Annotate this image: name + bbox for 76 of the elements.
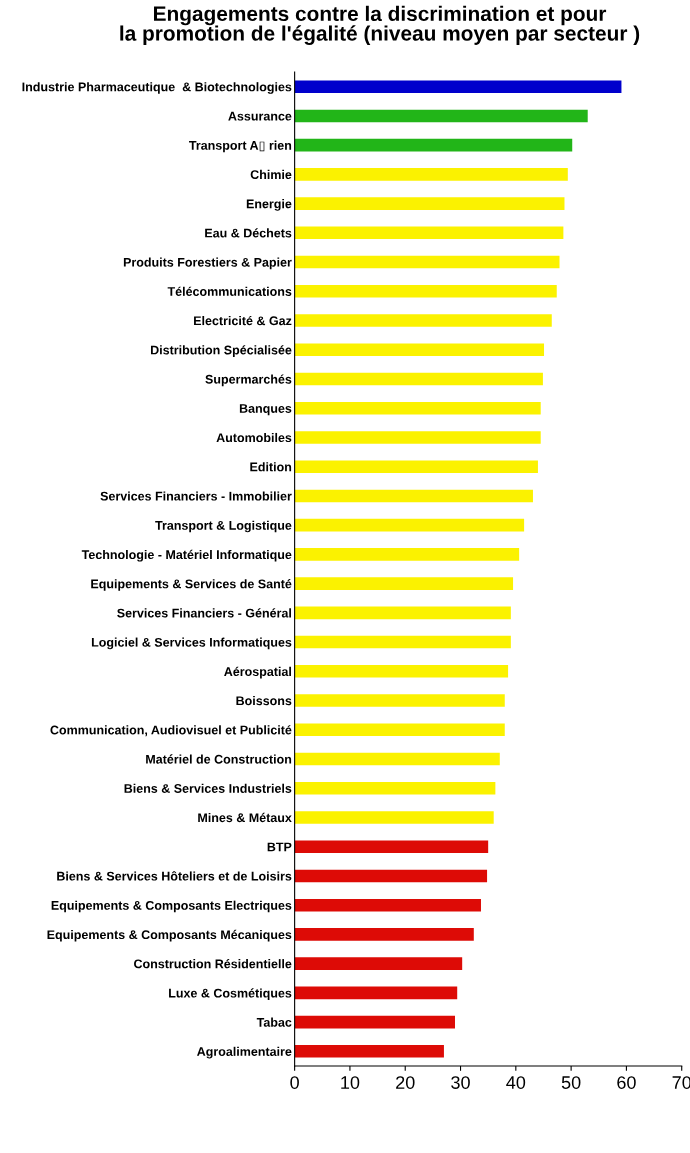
bar <box>294 197 565 210</box>
y-tick-label: Banques <box>239 404 292 416</box>
y-tick-label: Services Financiers - Général <box>117 608 291 618</box>
bar <box>294 109 588 123</box>
bar <box>294 957 463 970</box>
y-tick-label: Tabac <box>256 1017 292 1027</box>
bar <box>294 460 538 473</box>
bar <box>294 928 474 941</box>
bar <box>294 635 511 649</box>
bar <box>294 431 541 444</box>
bar <box>294 548 520 561</box>
bar <box>294 898 481 912</box>
bar <box>294 226 564 240</box>
bar <box>294 255 560 269</box>
y-tick-label: Equipements & Services de Santé <box>91 579 292 591</box>
y-tick-label: Biens & Services Industriels <box>124 783 292 793</box>
y-tick-label: Equipements & Composants Electriques <box>51 900 292 913</box>
y-tick-label: Transport & Logistique <box>155 520 292 533</box>
x-tick-label: 50 <box>561 1076 581 1089</box>
y-tick-label: Construction Résidentielle <box>134 959 292 969</box>
x-tick-label: 10 <box>341 1076 360 1089</box>
y-tick-label: Communication, Audiovisuel et Publicité <box>50 725 292 737</box>
y-tick-label: Technologie - Matériel Informatique <box>81 549 292 562</box>
y-tick-label: Services Financiers - Immobilier <box>100 491 292 501</box>
y-tick-label: Aérospatial <box>224 666 291 679</box>
bar <box>294 869 488 883</box>
y-tick-label: Transport A▯ rien <box>189 140 292 153</box>
y-tick-label: Supermarchés <box>205 374 292 387</box>
x-tick-label: 60 <box>617 1076 636 1089</box>
y-tick-label: Automobiles <box>216 432 292 443</box>
bar <box>294 1045 444 1058</box>
bar <box>294 811 494 824</box>
y-tick-label: Mines & Métaux <box>198 812 292 823</box>
y-tick-label: Distribution Spécialisée <box>150 345 292 357</box>
y-tick-label: Energie <box>246 199 292 211</box>
y-tick-label: Chimie <box>250 169 292 180</box>
bar <box>294 168 568 181</box>
bar <box>294 138 573 152</box>
bar <box>294 606 511 620</box>
y-tick-label: Industrie Pharmaceutique & Biotechnologies <box>22 82 292 94</box>
bar <box>294 665 509 678</box>
bar <box>294 489 533 503</box>
bar <box>294 577 514 590</box>
bar <box>294 694 505 707</box>
y-tick-label: Electricité & Gaz <box>194 315 292 326</box>
y-tick-label: Agroalimentaire <box>197 1046 292 1059</box>
y-tick-label: Produits Forestiers & Papier <box>123 257 292 270</box>
bar <box>294 986 458 1000</box>
bar <box>294 80 622 93</box>
bar <box>294 314 552 327</box>
bar <box>294 285 557 298</box>
x-tick-label: 20 <box>396 1076 415 1089</box>
x-tick-label: 40 <box>506 1076 526 1089</box>
y-tick-label: Télécommunications <box>167 286 292 296</box>
bar <box>294 518 525 532</box>
bar <box>294 723 505 737</box>
bar <box>294 752 500 766</box>
bar <box>294 343 545 357</box>
y-tick-label: Luxe & Cosmétiques <box>169 988 292 1001</box>
y-tick-label: Equipements & Composants Mécaniques <box>47 929 292 942</box>
bar <box>294 781 496 795</box>
y-tick-label: Biens & Services Hôteliers et de Loisirs <box>57 871 292 881</box>
bar <box>294 372 543 386</box>
y-tick-label: Assurance <box>228 111 292 121</box>
x-tick-label: 30 <box>451 1076 470 1089</box>
bar <box>294 401 541 415</box>
y-tick-label: Matériel de Construction <box>146 754 292 764</box>
y-tick-label: BTP <box>267 842 292 852</box>
y-tick-label: Eau & Déchets <box>205 228 292 238</box>
y-tick-label: Boissons <box>236 696 292 706</box>
bar <box>294 840 489 853</box>
y-tick-label: Edition <box>250 462 292 472</box>
bar <box>294 1015 455 1029</box>
chart-title: Engagements contre la discrimination et pour la promotion de l'égalité (niveau moyen par secteur ) <box>120 5 640 45</box>
y-tick-label: Logiciel & Services Informatiques <box>91 637 292 650</box>
x-tick-label: 0 <box>290 1076 299 1089</box>
